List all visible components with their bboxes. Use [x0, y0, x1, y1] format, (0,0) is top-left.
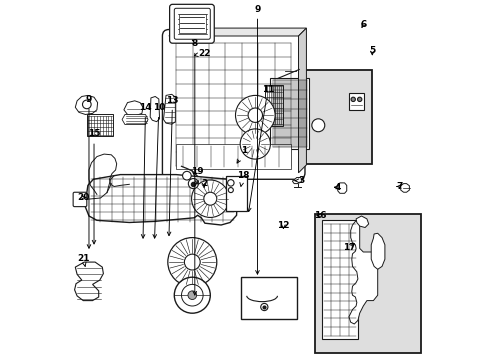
- Circle shape: [203, 192, 216, 205]
- Text: 17: 17: [342, 243, 354, 252]
- Circle shape: [182, 171, 191, 180]
- Circle shape: [82, 100, 91, 109]
- Text: 4: 4: [334, 183, 341, 192]
- Text: 11: 11: [247, 85, 274, 212]
- Circle shape: [260, 303, 267, 311]
- Polygon shape: [150, 96, 159, 122]
- Circle shape: [350, 97, 355, 102]
- Circle shape: [167, 238, 216, 287]
- Polygon shape: [355, 216, 368, 228]
- Text: 3: 3: [294, 176, 304, 185]
- Circle shape: [188, 179, 198, 189]
- Bar: [348, 93, 363, 110]
- Text: 2: 2: [201, 179, 207, 188]
- Circle shape: [227, 180, 234, 186]
- Text: 6: 6: [360, 20, 366, 29]
- Polygon shape: [292, 177, 302, 184]
- Bar: [241, 277, 296, 319]
- Circle shape: [311, 119, 324, 132]
- Polygon shape: [85, 175, 237, 225]
- Polygon shape: [337, 183, 346, 193]
- Bar: [87, 114, 113, 136]
- Text: 9: 9: [254, 4, 260, 274]
- Text: 8: 8: [191, 39, 198, 295]
- FancyBboxPatch shape: [162, 30, 305, 179]
- Bar: [270, 78, 309, 149]
- Polygon shape: [298, 28, 306, 173]
- Bar: [225, 176, 246, 211]
- Text: 22: 22: [194, 49, 210, 58]
- Circle shape: [181, 284, 203, 306]
- Text: 13: 13: [166, 96, 179, 235]
- Polygon shape: [75, 95, 98, 114]
- Circle shape: [187, 291, 196, 300]
- Circle shape: [235, 95, 275, 135]
- FancyBboxPatch shape: [169, 4, 214, 43]
- Circle shape: [240, 129, 270, 159]
- Circle shape: [184, 254, 200, 270]
- Circle shape: [228, 188, 233, 193]
- Text: 10: 10: [152, 103, 164, 238]
- Polygon shape: [163, 94, 175, 124]
- Text: 1: 1: [237, 146, 247, 163]
- Bar: [321, 220, 357, 339]
- Text: 5: 5: [368, 46, 375, 55]
- Bar: [179, 14, 205, 33]
- Text: 9: 9: [85, 94, 92, 248]
- Bar: [314, 214, 420, 353]
- FancyBboxPatch shape: [73, 192, 87, 207]
- Bar: [265, 85, 282, 126]
- Circle shape: [357, 97, 361, 102]
- Text: 7: 7: [396, 182, 403, 191]
- Polygon shape: [168, 28, 306, 36]
- FancyBboxPatch shape: [174, 8, 210, 39]
- Polygon shape: [122, 114, 148, 125]
- Polygon shape: [75, 262, 103, 301]
- Circle shape: [247, 108, 262, 122]
- Text: 19: 19: [190, 166, 203, 184]
- Text: 16: 16: [313, 211, 325, 220]
- Polygon shape: [123, 101, 142, 116]
- Bar: [176, 144, 291, 169]
- Text: 20: 20: [77, 193, 89, 202]
- Text: 15: 15: [87, 129, 100, 244]
- Polygon shape: [400, 184, 408, 192]
- Text: 21: 21: [77, 254, 89, 266]
- Circle shape: [174, 277, 210, 313]
- Polygon shape: [370, 233, 384, 269]
- Text: 18: 18: [236, 171, 249, 186]
- Circle shape: [191, 180, 228, 217]
- Polygon shape: [348, 220, 377, 324]
- Bar: [264, 70, 371, 164]
- Text: 12: 12: [277, 220, 289, 230]
- Text: 14: 14: [139, 103, 151, 238]
